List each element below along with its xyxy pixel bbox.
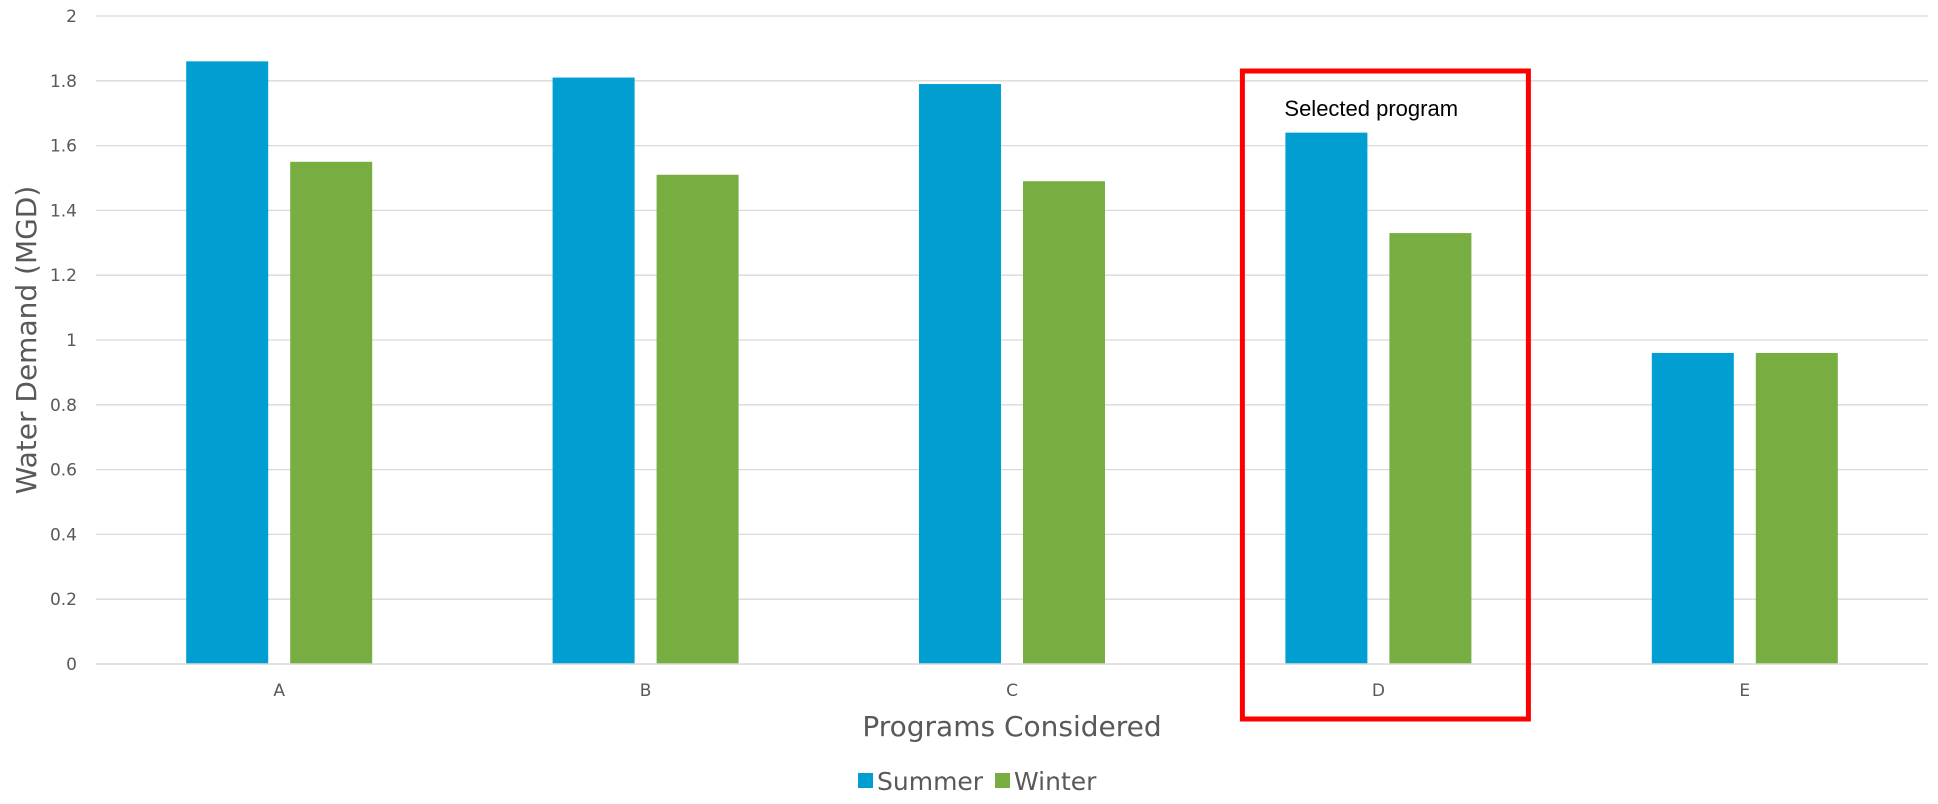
legend-label-winter: Winter: [1014, 767, 1097, 796]
gridlines: [96, 15, 1928, 600]
legend-swatch-winter: [995, 773, 1010, 788]
y-tick-label: 0: [66, 655, 77, 675]
y-tick-label: 0.4: [50, 525, 77, 545]
selected-program-highlight-box: [1239, 68, 1531, 722]
bar-winter-c: [1023, 181, 1105, 665]
selected-program-annotation: Selected program: [1239, 68, 1531, 722]
bar-summer-a: [186, 61, 269, 665]
y-tick-label: 1.2: [50, 266, 77, 286]
bars: [186, 61, 1838, 665]
y-tick-label: 1.8: [50, 72, 77, 92]
x-tick-label: C: [1006, 681, 1018, 701]
bar-winter-b: [656, 174, 739, 664]
legend: Summer Winter: [858, 767, 1097, 796]
bar-winter-d: [1389, 233, 1472, 664]
y-tick-label: 0.2: [50, 590, 77, 610]
x-tick-label: A: [273, 681, 285, 701]
x-axis-title: Programs Considered: [862, 710, 1161, 743]
selected-program-label: Selected program: [1284, 96, 1458, 121]
y-tick-label: 0.6: [50, 461, 77, 481]
y-tick-label: 1.4: [50, 201, 77, 221]
x-axis-tick-labels: A B C D E: [273, 681, 1750, 701]
bar-winter-e: [1755, 352, 1838, 664]
y-tick-label: 0.8: [50, 396, 77, 416]
bar-summer-d: [1285, 132, 1368, 664]
bar-summer-b: [552, 77, 635, 664]
x-tick-label: E: [1739, 681, 1750, 701]
bar-winter-a: [290, 161, 373, 665]
legend-label-summer: Summer: [877, 767, 984, 796]
y-axis-title: Water Demand (MGD): [10, 186, 43, 495]
y-tick-label: 1: [66, 331, 77, 351]
y-tick-label: 2: [66, 7, 77, 27]
x-tick-label: D: [1372, 681, 1385, 701]
bar-summer-e: [1651, 352, 1734, 664]
bar-summer-c: [919, 84, 1001, 665]
x-tick-label: B: [640, 681, 652, 701]
legend-swatch-summer: [858, 773, 873, 788]
y-axis-tick-labels: 0 0.2 0.4 0.6 0.8 1 1.2 1.4 1.6 1.8 2: [50, 7, 77, 675]
y-tick-label: 1.6: [50, 137, 77, 157]
